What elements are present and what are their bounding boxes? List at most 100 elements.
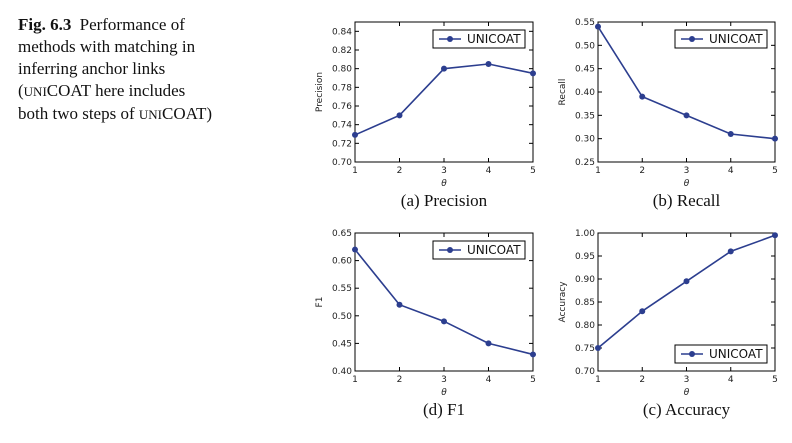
chart-3-data-point xyxy=(441,318,447,325)
chart-1-series-line xyxy=(354,63,534,136)
chart-3-y-tick-label: 0.60 xyxy=(332,257,352,267)
chart-4-x-tick-label: 5 xyxy=(772,375,778,385)
chart-1-legend-box xyxy=(432,29,526,49)
chart-3-data-point xyxy=(485,340,492,347)
chart-4-x-tick-label: 4 xyxy=(728,375,734,385)
chart-3-data-point xyxy=(396,301,403,308)
chart-3-x-tick-label: 5 xyxy=(530,375,536,385)
chart-1-y-tick-label: 0.70 xyxy=(332,158,352,168)
chart-1-data-point xyxy=(441,65,447,72)
chart-4-data-point xyxy=(595,345,601,351)
chart-1-subcaption: (a) Precision xyxy=(401,191,488,210)
chart-2-data-point xyxy=(727,131,734,137)
chart-1-y-tick-label: 0.84 xyxy=(332,27,352,37)
chart-4-y-tick-label: 0.70 xyxy=(575,367,595,377)
chart-4-x-tick-label: 1 xyxy=(595,375,601,385)
chart-3-y-axis-label: F1 xyxy=(315,297,325,308)
caption-line-4-smallcaps: UNI xyxy=(23,84,47,99)
chart-1-x-tick-label: 5 xyxy=(530,166,536,176)
chart-2-legend-label: UNICOAT xyxy=(709,32,763,46)
chart-3-legend-marker xyxy=(447,247,453,253)
chart-2-legend-marker xyxy=(689,36,695,42)
chart-3-x-tick-label: 2 xyxy=(397,375,403,385)
chart-3-legend-box xyxy=(432,240,526,260)
chart-2-x-tick-label: 4 xyxy=(728,166,734,176)
chart-2-y-tick-label: 0.30 xyxy=(575,135,595,145)
chart-4-y-tick-label: 0.90 xyxy=(575,275,595,285)
chart-4-legend-box xyxy=(674,344,768,364)
chart-1-x-tick-label: 2 xyxy=(397,166,403,176)
chart-3-x-tick-label: 4 xyxy=(486,375,492,385)
chart-4-legend-marker xyxy=(689,351,695,357)
chart-2-y-tick-label: 0.55 xyxy=(575,18,595,28)
figure-caption: Fig. 6.3 Performance of methods with mat… xyxy=(18,14,288,126)
chart-3-subcaption: (d) F1 xyxy=(423,400,465,419)
chart-3-legend-label: UNICOAT xyxy=(467,243,521,257)
chart-4-subcaption: (c) Accuracy xyxy=(643,400,731,419)
chart-3-y-tick-label: 0.65 xyxy=(332,229,352,239)
chart-2-data-point xyxy=(772,135,778,142)
caption-line-4-rest: COAT here includes xyxy=(46,81,186,100)
chart-1-data-point xyxy=(485,61,492,67)
chart-3-y-tick-label: 0.50 xyxy=(332,312,352,322)
chart-1-x-tick-label: 1 xyxy=(352,166,358,176)
chart-2-legend-box xyxy=(674,29,768,49)
chart-4-y-tick-label: 1.00 xyxy=(575,229,595,239)
chart-2-data-point xyxy=(595,23,601,30)
chart-4-y-tick-label: 0.95 xyxy=(575,252,595,262)
chart-1-y-tick-label: 0.82 xyxy=(332,46,352,56)
chart-1-y-tick-label: 0.74 xyxy=(332,121,352,131)
chart-3-y-tick-label: 0.45 xyxy=(332,339,352,349)
chart-3-series-line xyxy=(354,249,534,356)
chart-4-y-tick-label: 0.80 xyxy=(575,321,595,331)
chart-1-data-point xyxy=(396,112,403,119)
chart-2-x-axis-label: θ xyxy=(684,179,690,189)
chart-3-x-tick-label: 1 xyxy=(352,375,358,385)
chart-2-y-axis-label: Recall xyxy=(558,79,568,106)
chart-3-x-tick-label: 3 xyxy=(441,375,447,385)
caption-line-1: Performance of xyxy=(79,15,185,34)
chart-3-y-tick-label: 0.40 xyxy=(332,367,352,377)
chart-4-data-point xyxy=(639,308,646,315)
chart-1-y-tick-label: 0.72 xyxy=(332,139,352,149)
chart-1-legend-marker xyxy=(447,36,453,42)
chart-4-data-point xyxy=(683,278,690,285)
chart-2-x-tick-label: 2 xyxy=(639,166,645,176)
chart-3-data-point xyxy=(530,351,536,358)
chart-2-x-tick-label: 1 xyxy=(595,166,601,176)
chart-1-y-axis-label: Precision xyxy=(315,72,325,112)
chart-2-x-tick-label: 3 xyxy=(684,166,690,176)
chart-1-y-tick-label: 0.76 xyxy=(332,102,352,112)
caption-line-5-start: both two steps of xyxy=(18,104,139,123)
figure-label: Fig. 6.3 xyxy=(18,15,72,34)
chart-2-subcaption: (b) Recall xyxy=(653,191,721,210)
chart-1-y-tick-label: 0.78 xyxy=(332,83,352,93)
caption-line-4-open: ( xyxy=(18,81,24,100)
chart-1-x-tick-label: 4 xyxy=(486,166,492,176)
chart-1-x-tick-label: 3 xyxy=(441,166,447,176)
chart-2-y-tick-label: 0.50 xyxy=(575,41,595,51)
chart-4-series-line xyxy=(597,234,776,349)
chart-4-x-tick-label: 2 xyxy=(639,375,645,385)
chart-3-y-tick-label: 0.55 xyxy=(332,284,352,294)
chart-2-y-tick-label: 0.25 xyxy=(575,158,595,168)
chart-4-y-tick-label: 0.75 xyxy=(575,344,595,354)
chart-2-y-tick-label: 0.40 xyxy=(575,88,595,98)
caption-line-2: methods with matching in xyxy=(18,37,196,56)
chart-4-y-axis-label: Accuracy xyxy=(558,281,568,323)
chart-4-x-tick-label: 3 xyxy=(684,375,690,385)
chart-1-data-point xyxy=(352,131,358,138)
chart-1-data-point xyxy=(530,70,536,77)
chart-1-y-tick-label: 0.80 xyxy=(332,65,352,75)
chart-2-y-tick-label: 0.35 xyxy=(575,111,595,121)
chart-2-data-point xyxy=(683,112,690,119)
chart-2-data-point xyxy=(639,93,646,100)
caption-line-3: inferring anchor links xyxy=(18,59,166,78)
chart-4-data-point xyxy=(727,248,734,255)
chart-3-x-axis-label: θ xyxy=(441,388,447,398)
caption-line-5-rest: COAT) xyxy=(162,104,213,123)
chart-4-x-axis-label: θ xyxy=(684,388,690,398)
chart-1-legend-label: UNICOAT xyxy=(467,32,521,46)
chart-3-data-point xyxy=(352,246,358,253)
